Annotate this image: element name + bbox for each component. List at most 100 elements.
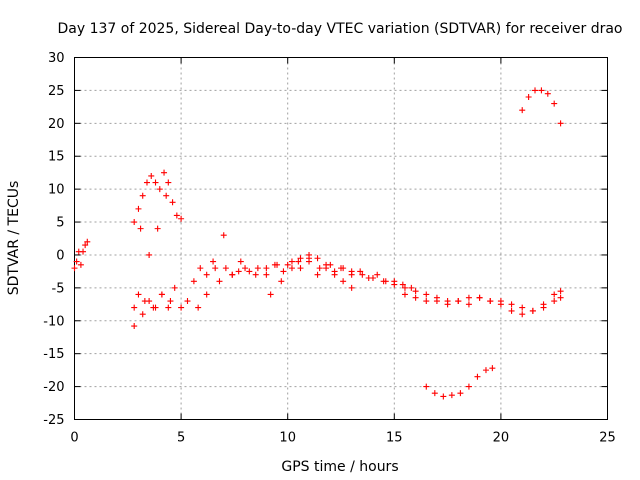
x-tick-label: 15 <box>386 431 403 446</box>
data-point <box>295 258 302 265</box>
data-point <box>242 265 249 272</box>
data-point <box>476 294 483 301</box>
data-point <box>184 298 191 305</box>
data-point <box>544 90 551 97</box>
data-point <box>82 242 89 249</box>
data-point <box>444 301 451 308</box>
data-point <box>158 291 165 298</box>
series-segment-7 <box>401 291 564 314</box>
data-point <box>348 284 355 291</box>
series-segment-8 <box>423 365 496 400</box>
data-point <box>306 251 313 258</box>
data-point <box>489 365 496 372</box>
data-point <box>314 255 321 262</box>
data-point <box>482 367 489 374</box>
chart-title: Day 137 of 2025, Sidereal Day-to-day VTE… <box>57 21 622 37</box>
y-tick-label: 0 <box>56 248 64 263</box>
data-point <box>167 298 174 305</box>
data-point <box>382 278 389 285</box>
y-tick-label: 20 <box>48 117 65 132</box>
data-point <box>357 268 364 275</box>
data-point <box>557 120 564 127</box>
data-point <box>252 271 259 278</box>
grid <box>74 57 608 420</box>
data-point <box>169 199 176 206</box>
y-tick-label: 10 <box>48 183 65 198</box>
data-point <box>131 304 138 311</box>
data-point <box>165 304 172 311</box>
series-segment-3 <box>131 192 174 311</box>
data-point <box>137 225 144 232</box>
y-tick-label: 25 <box>48 84 65 99</box>
y-tick-label: -5 <box>52 281 65 296</box>
data-point <box>254 265 261 272</box>
data-point <box>77 261 84 268</box>
data-point <box>235 268 242 275</box>
data-point <box>212 265 219 272</box>
data-point <box>154 225 161 232</box>
data-point <box>203 271 210 278</box>
data-point <box>423 298 430 305</box>
data-point <box>267 291 274 298</box>
series-segment-9 <box>519 87 564 127</box>
x-tick-label: 10 <box>279 431 296 446</box>
data-point <box>229 271 236 278</box>
data-point <box>143 179 150 186</box>
data-point <box>178 304 185 311</box>
data-point <box>448 392 455 399</box>
y-tick-label: -25 <box>43 413 64 428</box>
data-point <box>487 298 494 305</box>
data-point <box>474 373 481 380</box>
data-point <box>173 212 180 219</box>
data-point <box>423 291 430 298</box>
data-point <box>71 265 78 272</box>
x-tick-label: 25 <box>599 431 616 446</box>
data-point <box>84 238 91 245</box>
data-point <box>131 219 138 226</box>
data-point <box>408 284 415 291</box>
data-point <box>540 304 547 311</box>
data-point <box>551 291 558 298</box>
data-point <box>263 265 270 272</box>
y-tick-label: -15 <box>43 347 64 362</box>
data-point <box>557 294 564 301</box>
data-point <box>284 261 291 268</box>
y-tick-label: 5 <box>56 216 64 231</box>
data-point <box>203 291 210 298</box>
data-point <box>323 261 330 268</box>
data-point <box>455 298 462 305</box>
data-point <box>401 284 408 291</box>
data-point <box>431 390 438 397</box>
data-point <box>165 179 172 186</box>
data-point <box>519 304 526 311</box>
x-tick-label: 0 <box>70 431 78 446</box>
data-point <box>538 87 545 94</box>
data-point <box>316 265 323 272</box>
data-point <box>148 172 155 179</box>
y-tick-label: -20 <box>43 380 64 395</box>
data-point <box>195 304 202 311</box>
data-point <box>80 248 87 255</box>
data-point <box>288 265 295 272</box>
series-segment-2 <box>131 169 185 226</box>
data-point <box>73 258 80 265</box>
data-point <box>237 258 244 265</box>
data-point <box>139 192 146 199</box>
data-point <box>465 294 472 301</box>
data-point <box>359 271 366 278</box>
data-point <box>348 271 355 278</box>
data-point <box>331 268 338 275</box>
data-point <box>271 261 278 268</box>
data-point <box>391 278 398 285</box>
data-point <box>297 255 304 262</box>
data-point <box>440 393 447 400</box>
axis-ticks: 0 5 10 15 20 25 -25 -20 -15 -10 -5 0 5 10 15 20 25 30 <box>43 51 616 446</box>
x-tick-label: 20 <box>493 431 510 446</box>
series-segment-1 <box>71 238 91 272</box>
data-point <box>197 265 204 272</box>
data-point <box>532 87 539 94</box>
data-point <box>497 298 504 305</box>
data-point <box>465 301 472 308</box>
data-point <box>519 311 526 318</box>
